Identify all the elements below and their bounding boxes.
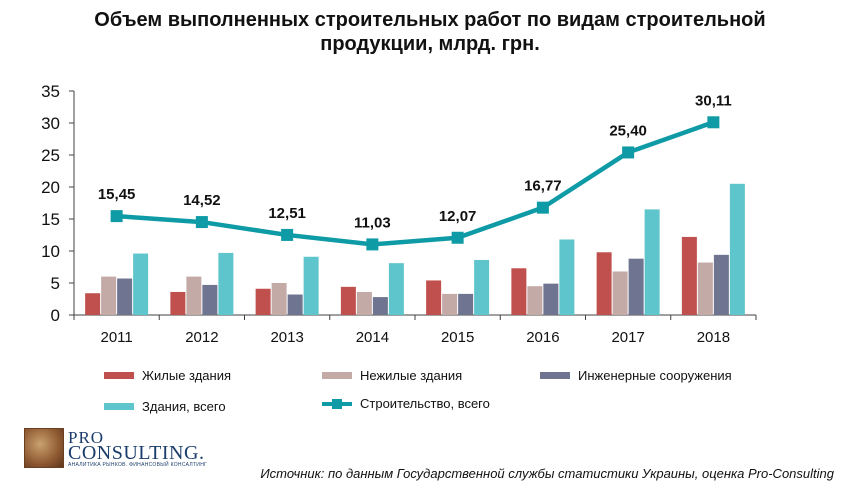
- y-tick-label: 10: [41, 242, 60, 261]
- bar-Инженерные-сооружения-2013: [287, 294, 303, 315]
- y-tick-label: 25: [41, 146, 60, 165]
- bar-Жилые-здания-2012: [170, 291, 186, 315]
- bar-Здания-всего-2014: [388, 263, 404, 315]
- bar-Инженерные-сооружения-2016: [543, 283, 559, 315]
- bar-Нежилые-здания-2013: [271, 283, 287, 315]
- legend-item-engineering: Инженерные сооружения: [540, 368, 732, 383]
- bar-Жилые-здания-2016: [511, 268, 527, 315]
- logo-consulting-text: CONSULTING.: [68, 442, 205, 464]
- legend-label-nonresidential: Нежилые здания: [360, 368, 463, 383]
- line-data-label: 15,45: [98, 186, 136, 203]
- x-tick-label: 2013: [270, 329, 303, 346]
- x-tick-label: 2014: [356, 329, 389, 346]
- bar-Здания-всего-2012: [218, 252, 234, 315]
- bar-Нежилые-здания-2014: [356, 291, 372, 315]
- legend-swatch-engineering: [540, 372, 570, 379]
- bar-Жилые-здания-2011: [85, 293, 101, 315]
- chart-title: Объем выполненных строительных работ по …: [0, 8, 860, 56]
- line-point-2017: [622, 146, 635, 159]
- bar-Жилые-здания-2013: [255, 288, 271, 315]
- logo-emblem-icon: [24, 428, 64, 468]
- bar-Нежилые-здания-2016: [527, 286, 543, 315]
- logo-pro-text: PRO: [68, 428, 105, 447]
- legend-swatch-buildings-total: [104, 403, 134, 410]
- legend-label-buildings-total: Здания, всего: [142, 399, 226, 414]
- line-point-2014: [366, 238, 379, 251]
- y-tick-label: 35: [41, 82, 60, 101]
- x-tick-label: 2015: [441, 329, 474, 346]
- bar-Нежилые-здания-2011: [101, 276, 117, 315]
- bar-Нежилые-здания-2018: [697, 262, 713, 315]
- legend-label-engineering: Инженерные сооружения: [578, 368, 732, 383]
- bar-Здания-всего-2017: [644, 209, 660, 315]
- legend-label-residential: Жилые здания: [142, 368, 232, 383]
- legend-item-construction-total: Строительство, всего: [322, 396, 490, 411]
- legend-swatch-nonresidential: [322, 372, 352, 379]
- chart-plot: 0 5 10 15 20 25 30 35 2011 2012 2013 2014 2015 2016 20…: [41, 82, 757, 346]
- line-point-2012: [195, 216, 208, 229]
- bar-Инженерные-сооружения-2017: [628, 258, 644, 315]
- line-point-2011: [110, 210, 123, 223]
- bar-Здания-всего-2013: [303, 256, 319, 315]
- bar-Здания-всего-2015: [474, 259, 490, 315]
- x-tick-label: 2018: [697, 329, 730, 346]
- bar-Жилые-здания-2015: [426, 280, 442, 315]
- x-tick-label: 2012: [185, 329, 218, 346]
- bar-Жилые-здания-2018: [681, 236, 697, 315]
- line-point-2016: [536, 201, 549, 214]
- bar-Инженерные-сооружения-2012: [202, 284, 218, 315]
- bar-Инженерные-сооружения-2018: [713, 254, 729, 315]
- y-tick-label: 30: [41, 114, 60, 133]
- legend-item-buildings-total: Здания, всего: [104, 399, 226, 414]
- line-point-2015: [451, 231, 464, 244]
- chart-title-line-2: продукции, млрд. грн.: [320, 33, 540, 55]
- line-point-2018: [707, 116, 720, 129]
- legend-label-construction-total: Строительство, всего: [360, 396, 490, 411]
- pro-consulting-logo: PRO CONSULTING. АНАЛИТИКА РЫНКОВ. ФИНАНС…: [24, 428, 207, 468]
- legend-swatch-construction-total: [322, 398, 352, 410]
- line-data-label: 30,11: [695, 92, 732, 109]
- y-tick-label: 20: [41, 178, 60, 197]
- y-tick-label: 0: [51, 306, 60, 325]
- chart-title-line-1: Объем выполненных строительных работ по …: [94, 9, 766, 31]
- logo-tagline: АНАЛИТИКА РЫНКОВ. ФИНАНСОВЫЙ КОНСАЛТИНГ: [68, 462, 208, 468]
- legend-item-nonresidential: Нежилые здания: [322, 368, 462, 383]
- line-data-label: 12,07: [439, 208, 477, 225]
- bar-Жилые-здания-2014: [340, 286, 356, 315]
- line-data-label: 14,52: [183, 192, 221, 209]
- bar-Инженерные-сооружения-2011: [117, 278, 133, 315]
- bar-Жилые-здания-2017: [596, 252, 612, 315]
- construction-total-line: [116, 120, 715, 247]
- bar-Здания-всего-2011: [133, 253, 149, 315]
- bar-Здания-всего-2018: [729, 183, 745, 315]
- line-data-label: 16,77: [524, 178, 562, 195]
- y-tick-label: 15: [41, 210, 60, 229]
- y-tick-label: 5: [51, 274, 60, 293]
- bar-Инженерные-сооружения-2015: [458, 293, 474, 315]
- legend-swatch-residential: [104, 372, 134, 379]
- x-tick-label: 2017: [611, 329, 644, 346]
- bar-Нежилые-здания-2012: [186, 276, 202, 315]
- line-data-label: 25,40: [609, 122, 647, 139]
- line-point-2013: [281, 228, 294, 241]
- x-tick-label: 2011: [100, 329, 132, 346]
- bar-Нежилые-здания-2017: [612, 271, 628, 315]
- bar-Инженерные-сооружения-2014: [372, 297, 388, 315]
- x-tick-label: 2016: [526, 329, 559, 346]
- line-data-label: 12,51: [268, 205, 306, 222]
- legend-item-residential: Жилые здания: [104, 368, 231, 383]
- source-note: Источник: по данным Государственной служ…: [260, 466, 834, 481]
- line-data-label: 11,03: [354, 214, 391, 231]
- bar-Нежилые-здания-2015: [442, 293, 458, 315]
- bar-Здания-всего-2016: [559, 239, 575, 315]
